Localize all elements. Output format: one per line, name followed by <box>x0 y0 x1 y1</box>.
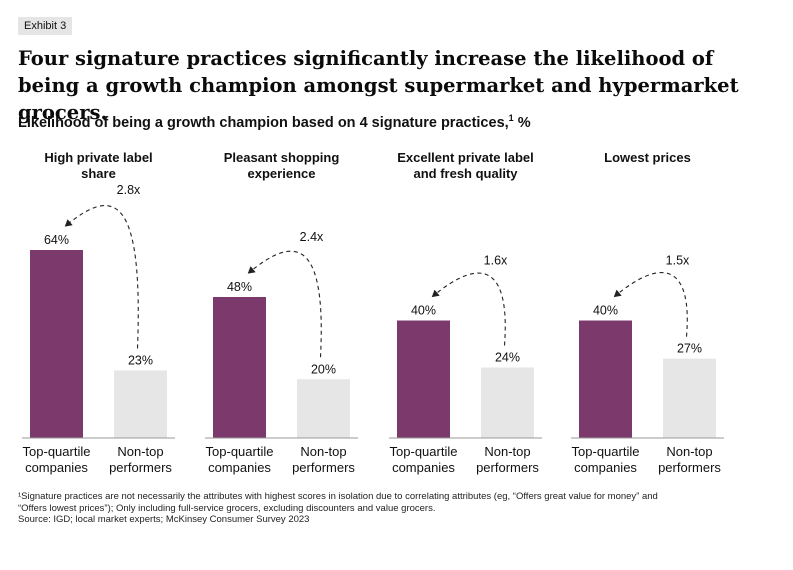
value-label: 23% <box>128 353 153 367</box>
panel-title: Excellent private label <box>397 150 534 165</box>
category-label: Non-top <box>117 444 163 459</box>
panel-title: experience <box>248 166 316 181</box>
footnote-line: ¹Signature practices are not necessarily… <box>18 491 658 502</box>
subtitle-unit: % <box>513 114 531 131</box>
category-label: Top-quartile <box>572 444 640 459</box>
category-label: performers <box>109 460 172 475</box>
category-label: performers <box>476 460 539 475</box>
subtitle-text: Likelihood of being a growth champion ba… <box>18 114 509 131</box>
bar-top-quartile <box>579 320 632 438</box>
panel-title: Lowest prices <box>604 150 691 165</box>
value-label: 64% <box>44 233 69 247</box>
comparison-arrow <box>247 250 322 358</box>
comparison-arrow <box>431 272 506 346</box>
multiplier-label: 1.6x <box>484 254 508 268</box>
bar-non-top <box>114 370 167 438</box>
multiplier-label: 2.8x <box>117 183 141 197</box>
exhibit-label: Exhibit 3 <box>18 17 73 35</box>
value-label: 48% <box>227 280 252 294</box>
footnote: ¹Signature practices are not necessarily… <box>18 491 768 526</box>
category-label: Non-top <box>300 444 346 459</box>
subtitle-footnote-mark: 1 <box>508 113 514 123</box>
value-label: 27% <box>677 342 702 356</box>
chart-subtitle: Likelihood of being a growth champion ba… <box>18 113 531 131</box>
panel-title: High private label <box>44 150 152 165</box>
value-label: 40% <box>411 304 436 318</box>
source-note: Source: IGD; local market experts; McKin… <box>18 514 310 525</box>
category-label: companies <box>25 460 88 475</box>
panel-title: and fresh quality <box>413 166 518 181</box>
category-label: Non-top <box>484 444 530 459</box>
category-label: companies <box>574 460 637 475</box>
comparison-arrow <box>64 205 139 349</box>
value-label: 24% <box>495 351 520 365</box>
footnote-line: “Offers lowest prices”); Only including … <box>18 502 436 514</box>
category-label: companies <box>208 460 271 475</box>
category-label: Non-top <box>666 444 712 459</box>
bar-non-top <box>297 379 350 438</box>
category-label: companies <box>392 460 455 475</box>
category-label: Top-quartile <box>390 444 458 459</box>
bar-top-quartile <box>213 297 266 438</box>
bar-top-quartile <box>30 250 83 438</box>
panel-title: share <box>81 166 116 181</box>
category-label: Top-quartile <box>206 444 274 459</box>
panel-title: Pleasant shopping <box>224 150 340 165</box>
multiplier-label: 1.5x <box>666 254 690 268</box>
bar-non-top <box>481 367 534 438</box>
multiplier-label: 2.4x <box>300 230 324 244</box>
value-label: 40% <box>593 304 618 318</box>
value-label: 20% <box>311 362 336 376</box>
category-label: performers <box>292 460 355 475</box>
category-label: Top-quartile <box>23 444 91 459</box>
bar-non-top <box>663 358 716 438</box>
bar-top-quartile <box>397 320 450 438</box>
headline: Four signature practices significantly i… <box>18 47 739 124</box>
category-label: performers <box>658 460 721 475</box>
